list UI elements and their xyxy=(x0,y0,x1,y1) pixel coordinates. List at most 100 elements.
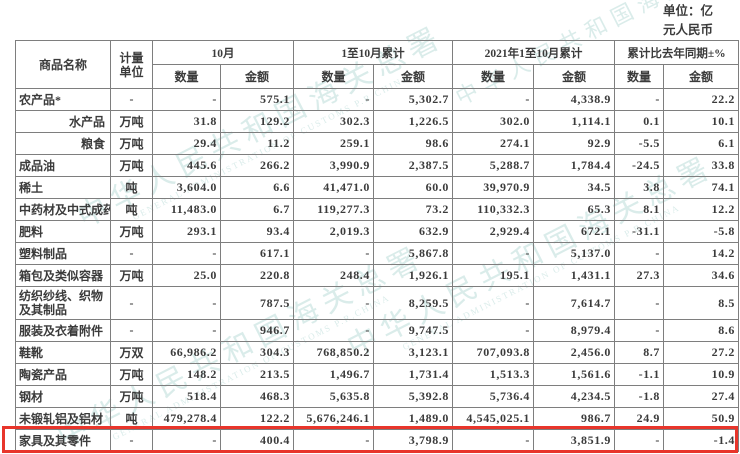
commodity-name: 中药材及中式成药 xyxy=(15,198,111,221)
value-ytd-qty: 3,990.9 xyxy=(293,154,374,177)
value-oct-qty: - xyxy=(152,429,221,452)
table-row: 钢材 万吨 518.4 468.3 5,635.8 5,392.8 5,736.4 4,234… xyxy=(15,385,739,408)
measure-unit: 万吨 xyxy=(110,363,153,386)
value-yoy-amt: 12.2 xyxy=(663,198,739,221)
measure-unit: 吨 xyxy=(110,198,153,221)
value-oct-amt: 468.3 xyxy=(220,385,294,408)
value-oct-amt: 122.2 xyxy=(220,407,294,430)
value-yoy-qty: -5.5 xyxy=(614,132,664,155)
value-oct-amt: 93.4 xyxy=(220,220,294,243)
commodity-name: 水产品 xyxy=(15,110,111,133)
value-yoy-amt: -1.4 xyxy=(663,429,739,452)
value-2021-qty: 39,970.9 xyxy=(452,176,534,199)
value-2021-amt: 1,114.1 xyxy=(533,110,615,133)
measure-unit: 万吨 xyxy=(110,110,153,133)
table-row: 箱包及类似容器 万吨 25.0 220.8 248.4 1,926.1 195.1 1,431… xyxy=(15,264,739,287)
value-2021-amt: 8,979.4 xyxy=(533,319,615,342)
table-row: 陶瓷产品 万吨 148.2 213.5 1,496.7 1,731.4 1,513.3 1,5… xyxy=(15,363,739,386)
commodity-name: 农产品* xyxy=(15,88,111,111)
value-2021-amt: 7,614.7 xyxy=(533,286,615,320)
value-oct-amt: 575.1 xyxy=(220,88,294,111)
measure-unit: 吨 xyxy=(110,407,153,430)
value-2021-qty: 195.1 xyxy=(452,264,534,287)
value-2021-amt: 65.3 xyxy=(533,198,615,221)
value-oct-amt: 220.8 xyxy=(220,264,294,287)
measure-unit: 万吨 xyxy=(110,264,153,287)
subheader-ytd-amt: 金额 xyxy=(373,64,453,89)
value-oct-qty: 293.1 xyxy=(152,220,221,243)
value-2021-amt: 3,851.9 xyxy=(533,429,615,452)
value-2021-qty: - xyxy=(452,319,534,342)
value-yoy-qty: - xyxy=(614,319,664,342)
value-oct-qty: 11,483.0 xyxy=(152,198,221,221)
commodity-name: 服装及衣着附件 xyxy=(15,319,111,342)
value-yoy-qty: - xyxy=(614,242,664,265)
value-yoy-amt: 33.8 xyxy=(663,154,739,177)
measure-unit: 万吨 xyxy=(110,220,153,243)
value-2021-amt: 672.1 xyxy=(533,220,615,243)
value-yoy-amt: 6.1 xyxy=(663,132,739,155)
table-row: 农产品* - -575.1-5,302.7-4,338.9-22.2 xyxy=(15,88,739,111)
value-yoy-qty: 3.8 xyxy=(614,176,664,199)
value-2021-qty: 4,545,025.1 xyxy=(452,407,534,430)
table-row-highlighted: 家具及其零件 - -400.4-3,798.9-3,851.9- -1.4 xyxy=(15,429,739,452)
value-oct-amt: 266.2 xyxy=(220,154,294,177)
value-oct-qty: 445.6 xyxy=(152,154,221,177)
value-yoy-amt: 74.1 xyxy=(663,176,739,199)
value-ytd-qty: - xyxy=(293,286,374,320)
value-2021-qty: 110,332.3 xyxy=(452,198,534,221)
value-oct-amt: 129.2 xyxy=(220,110,294,133)
commodity-name: 家具及其零件 xyxy=(15,429,111,452)
value-ytd-amt: 3,123.1 xyxy=(373,341,453,364)
table-row: 服装及衣着附件 - -946.7-9,747.5-8,979.4-8.6 xyxy=(15,319,739,342)
value-ytd-qty: 5,635.8 xyxy=(293,385,374,408)
value-yoy-qty: 27.3 xyxy=(614,264,664,287)
value-2021-amt: 34.5 xyxy=(533,176,615,199)
value-ytd-amt: 9,747.5 xyxy=(373,319,453,342)
measure-unit: 万吨 xyxy=(110,385,153,408)
subheader-yoy-amt: 金额 xyxy=(663,64,739,89)
value-ytd-amt: 5,392.8 xyxy=(373,385,453,408)
commodity-name: 陶瓷产品 xyxy=(15,363,111,386)
value-yoy-amt: 22.2 xyxy=(663,88,739,111)
commodity-name: 未锻轧铝及铝材 xyxy=(15,407,111,430)
value-yoy-qty: 24.9 xyxy=(614,407,664,430)
value-2021-qty: 2,929.4 xyxy=(452,220,534,243)
value-ytd-amt: 3,798.9 xyxy=(373,429,453,452)
value-ytd-amt: 8,259.5 xyxy=(373,286,453,320)
value-ytd-amt: 5,302.7 xyxy=(373,88,453,111)
value-oct-amt: 304.3 xyxy=(220,341,294,364)
value-oct-qty: - xyxy=(152,242,221,265)
value-yoy-qty: -1.8 xyxy=(614,385,664,408)
value-ytd-qty: 2,019.3 xyxy=(293,220,374,243)
measure-unit: - xyxy=(110,286,153,320)
value-ytd-amt: 1,489.0 xyxy=(373,407,453,430)
commodity-name: 纺织纱线、织物及其制品 xyxy=(15,286,111,320)
col-group-2021-jan-to-oct: 2021年1至10月累计 xyxy=(452,40,615,65)
measure-unit: - xyxy=(110,88,153,111)
value-oct-qty: 66,986.2 xyxy=(152,341,221,364)
value-oct-qty: 31.8 xyxy=(152,110,221,133)
value-oct-qty: - xyxy=(152,319,221,342)
value-2021-qty: 274.1 xyxy=(452,132,534,155)
value-ytd-amt: 1,731.4 xyxy=(373,363,453,386)
table-row: 成品油 万吨 445.6 266.2 3,990.9 2,387.5 5,288.7 1,78… xyxy=(15,154,739,177)
value-2021-qty: 302.0 xyxy=(452,110,534,133)
measure-unit: 万吨 xyxy=(110,154,153,177)
value-ytd-amt: 73.2 xyxy=(373,198,453,221)
table-row: 中药材及中式成药吨 11,483.0 6.7 119,277.3 73.2 110,332… xyxy=(15,198,739,221)
value-yoy-amt: 14.2 xyxy=(663,242,739,265)
value-yoy-amt: 27.2 xyxy=(663,341,739,364)
table-row: 水产品 万吨 31.8 129.2 302.3 1,226.5 302.0 1,114.1 0.… xyxy=(15,110,739,133)
value-oct-amt: 617.1 xyxy=(220,242,294,265)
value-yoy-amt: 34.6 xyxy=(663,264,739,287)
measure-unit: 万双 xyxy=(110,341,153,364)
value-2021-qty: - xyxy=(452,286,534,320)
value-oct-qty: - xyxy=(152,88,221,111)
value-yoy-amt: -5.8 xyxy=(663,220,739,243)
value-ytd-qty: 302.3 xyxy=(293,110,374,133)
commodity-export-table: 商品名称 计量单位 10月 1至10月累计 2021年1至10月累计 累计比去年… xyxy=(15,40,739,452)
value-yoy-amt: 8.5 xyxy=(663,286,739,320)
measure-unit: 吨 xyxy=(110,176,153,199)
value-oct-amt: 6.6 xyxy=(220,176,294,199)
